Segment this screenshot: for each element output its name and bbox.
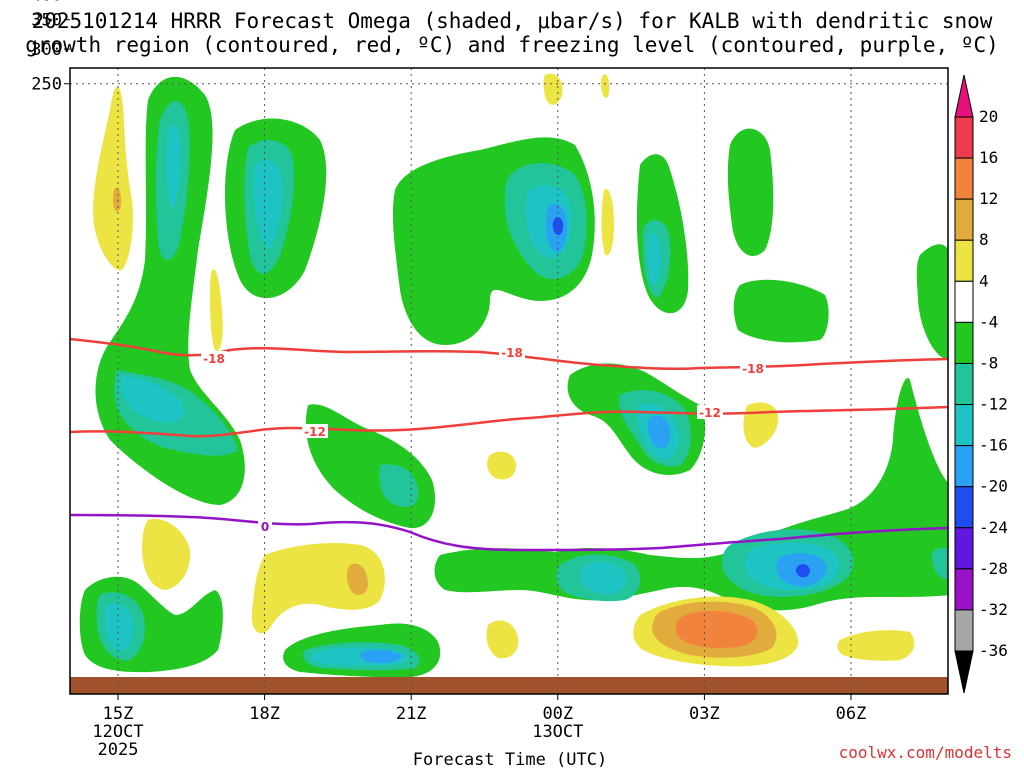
colorbar-swatch — [954, 527, 974, 570]
y-tick-label: 250 — [31, 75, 62, 95]
colorbar-top-arrow — [954, 74, 974, 118]
x-tick-year: 2025 — [98, 740, 139, 760]
ground-strip — [70, 677, 948, 694]
colorbar-swatch — [954, 404, 974, 447]
contour-label-minus18-c: -18 — [742, 362, 764, 376]
contour-label-minus18-a: -18 — [203, 352, 225, 366]
omega-darkblue-regions — [552, 217, 810, 578]
colorbar-swatch — [954, 362, 974, 406]
colorbar-swatch — [954, 157, 974, 200]
y-axis: 2503003504004505005506006507007508008509… — [31, 0, 70, 95]
y-tick-label: 350 — [31, 11, 62, 31]
colorbar-bottom-arrow — [954, 650, 974, 694]
colorbar-label: 8 — [979, 230, 989, 249]
contour-minus12 — [70, 405, 948, 438]
x-tick-date: 13OCT — [532, 722, 583, 742]
colorbar-label: -24 — [979, 518, 1008, 537]
colorbar-swatch — [954, 609, 974, 652]
colorbar-swatch — [954, 486, 974, 529]
credit-text: coolwx.com/modelts — [839, 743, 1012, 762]
colorbar-swatch — [954, 445, 974, 488]
y-tick-label: 400 — [31, 0, 62, 5]
colorbar-swatch — [954, 568, 974, 611]
x-tick-time: 03Z — [689, 704, 720, 724]
contour-label-minus18-b: -18 — [501, 346, 523, 360]
x-tick-time: 06Z — [836, 704, 867, 724]
x-tick-time: 21Z — [396, 704, 427, 724]
contour-freezing — [70, 513, 948, 552]
contour-label-zero: 0 — [261, 520, 269, 534]
colorbar-label: 4 — [979, 271, 989, 290]
x-tick-time: 18Z — [249, 704, 280, 724]
colorbar-swatch — [954, 321, 974, 364]
colorbar-label: 12 — [979, 189, 998, 208]
contour-label-minus12-b: -12 — [699, 406, 721, 420]
colorbar-swatch — [954, 239, 974, 282]
colorbar-label: -20 — [979, 477, 1008, 496]
colorbar-swatch — [954, 198, 974, 241]
colorbar-label: -8 — [979, 353, 998, 372]
contour-labels: -18 -18 -18 -12 -12 0 — [201, 345, 766, 534]
omega-orange-regions — [675, 610, 758, 648]
colorbar-label: -28 — [979, 559, 1008, 578]
chart-title-line1: 2025101214 HRRR Forecast Omega (shaded, … — [32, 9, 993, 33]
colorbar-swatch — [954, 116, 974, 159]
colorbar-label: -4 — [979, 312, 998, 331]
x-tick-time: 00Z — [542, 704, 573, 724]
colorbar-label: -36 — [979, 641, 1008, 660]
colorbar-swatch — [954, 280, 974, 323]
grid-lines — [70, 68, 948, 694]
colorbar-label: 16 — [979, 148, 998, 167]
x-tick-date: 12OCT — [92, 722, 143, 742]
colorbar-label: -12 — [979, 395, 1008, 414]
chart-title-line2: growth region (contoured, red, ºC) and f… — [25, 33, 999, 57]
plot-border — [69, 67, 949, 695]
colorbar: 20 16 12 8 4 -4 -8 -12 -16 -20 -24 -28 -32 -36 — [954, 74, 1008, 694]
colorbar-label: -32 — [979, 600, 1008, 619]
colorbar-label: 20 — [979, 107, 998, 126]
contour-label-minus12-a: -12 — [304, 425, 326, 439]
x-axis-label: Forecast Time (UTC) — [413, 750, 607, 768]
plot-area: -18 -18 -18 -12 -12 0 — [70, 68, 948, 694]
colorbar-label: -16 — [979, 436, 1008, 455]
y-tick-label: 300 — [31, 40, 62, 60]
x-tick-time: 15Z — [103, 704, 134, 724]
contour-minus18 — [70, 337, 948, 371]
